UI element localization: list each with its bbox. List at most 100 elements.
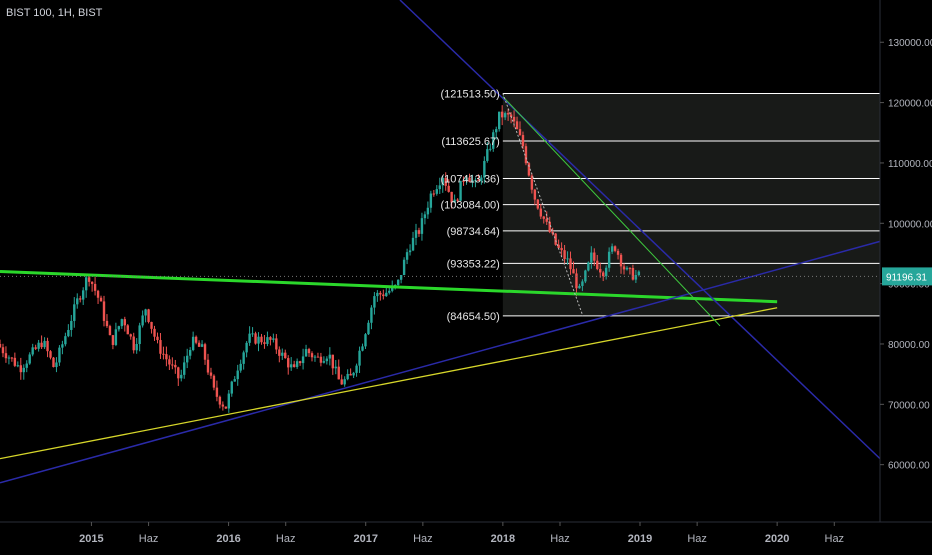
fib-zone <box>502 178 880 205</box>
candle-body <box>444 177 447 186</box>
candle-body <box>572 269 575 274</box>
trendline-yellow[interactable] <box>0 307 778 460</box>
candle-body <box>132 336 135 351</box>
candle-body <box>634 275 638 280</box>
candle-body <box>349 373 352 376</box>
candle-body <box>316 356 320 358</box>
candle-body <box>533 189 537 200</box>
candle-body <box>465 177 468 182</box>
trendline-blue-upper[interactable] <box>399 0 881 460</box>
x-axis[interactable]: 2015 Haz 2016 Haz 2017 Haz 2018 Haz 2019 Haz 2020 H… <box>79 522 844 545</box>
candle-body <box>31 347 34 355</box>
candle-body <box>358 350 361 366</box>
candle-body <box>480 177 483 181</box>
candle-body <box>575 273 578 289</box>
fib-level-label: (107413.36) <box>441 174 500 186</box>
trendline-blue-lower[interactable] <box>0 240 881 484</box>
candle-body <box>468 177 471 182</box>
candle-body <box>396 279 400 285</box>
x-tick-label: Haz <box>139 533 159 545</box>
candle-body <box>61 344 64 348</box>
trendline-green-thin[interactable] <box>502 96 721 327</box>
candle-body <box>477 179 480 181</box>
y-tick-label: 70000.00 <box>888 400 930 411</box>
candle-body <box>307 349 311 354</box>
candle-body <box>346 373 349 380</box>
candle-body <box>79 298 82 300</box>
y-tick-label: 60000.00 <box>888 461 930 472</box>
y-tick-label: 120000.00 <box>888 99 932 110</box>
candle-body <box>197 342 201 347</box>
fib-zone <box>502 141 880 179</box>
fib-level-label: (121513.50) <box>441 88 500 100</box>
candle-body <box>411 237 415 251</box>
fib-retracement[interactable] <box>502 92 880 317</box>
fib-zone <box>502 204 880 231</box>
candle-body <box>221 404 225 407</box>
candle-body <box>435 189 438 194</box>
candle-body <box>340 379 343 385</box>
candle-body <box>610 246 614 252</box>
candle-body <box>625 267 629 270</box>
candle-body <box>105 320 109 327</box>
candle-body <box>239 363 242 371</box>
candle-body <box>408 250 412 253</box>
candle-body <box>587 262 590 271</box>
candle-body <box>203 344 207 360</box>
candle-body <box>495 129 498 133</box>
candle-body <box>420 218 424 234</box>
candle-body <box>13 357 17 366</box>
candle-body <box>370 307 373 323</box>
candle-body <box>364 334 367 347</box>
candle-body <box>64 336 67 345</box>
candle-body <box>500 111 504 118</box>
candle-body <box>224 406 228 409</box>
candle-body <box>278 349 281 356</box>
candle-body <box>319 356 323 363</box>
candle-body <box>361 346 364 351</box>
candle-body <box>144 309 147 316</box>
candle-body <box>272 338 275 340</box>
candles <box>0 105 641 413</box>
candle-body <box>165 354 168 360</box>
candle-body <box>385 292 388 297</box>
candle-body <box>417 230 421 234</box>
candle-body <box>257 336 260 344</box>
fib-level-label: (103084.00) <box>441 200 500 212</box>
fib-level-label: (98734.64) <box>447 226 500 238</box>
candle-body <box>506 113 510 115</box>
candle-body <box>40 342 43 348</box>
candle-body <box>304 349 308 357</box>
candle-body <box>545 218 548 222</box>
candle-body <box>560 247 563 251</box>
candle-body <box>616 250 620 255</box>
candle-body <box>263 342 266 344</box>
candle-body <box>236 370 239 380</box>
candle-body <box>147 309 150 322</box>
x-tick-label: Haz <box>550 533 570 545</box>
candle-body <box>292 364 296 367</box>
candle-body <box>49 351 52 358</box>
candle-body <box>22 367 25 373</box>
trendline-green-thick[interactable] <box>0 270 778 304</box>
current-price-badge <box>882 267 932 286</box>
candle-body <box>73 304 76 321</box>
fib-trend-connector <box>502 93 584 317</box>
candle-body <box>322 361 326 363</box>
candle-body <box>566 258 569 260</box>
candle-body <box>99 297 103 302</box>
x-tick-label: 2018 <box>491 533 515 545</box>
fib-zone <box>502 93 880 142</box>
candle-body <box>123 319 126 326</box>
trendlines[interactable] <box>0 0 881 484</box>
candle-body <box>391 285 394 291</box>
candle-body <box>183 362 186 375</box>
candle-body <box>102 301 106 321</box>
candle-body <box>521 135 525 147</box>
candle-body <box>453 199 456 203</box>
candle-body <box>284 352 287 359</box>
candle-body <box>111 335 115 345</box>
candle-body <box>227 393 230 409</box>
